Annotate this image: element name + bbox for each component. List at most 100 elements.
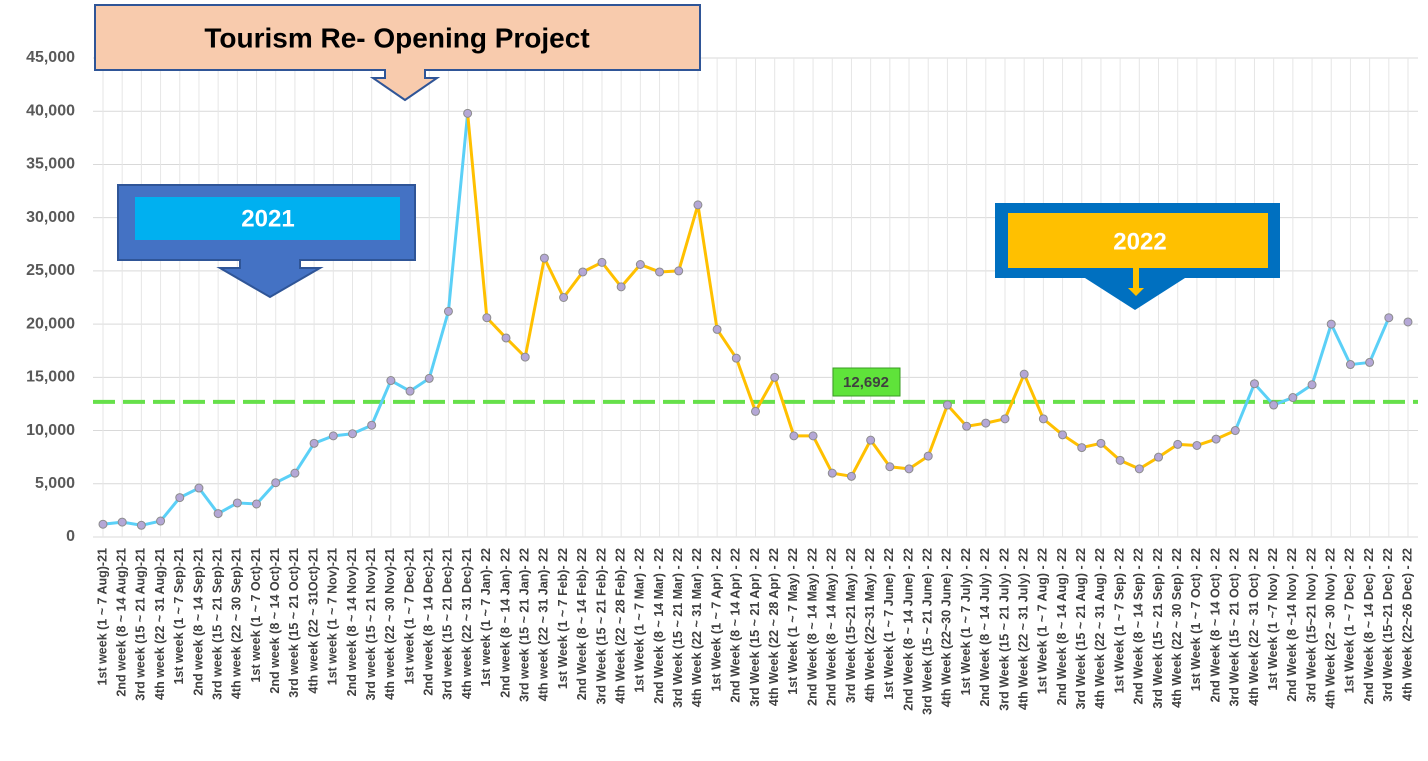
data-point xyxy=(309,438,319,448)
x-tick-label: 2nd week (8 ~ 14 Jan)- 22 xyxy=(498,548,512,698)
x-tick-label: 3rd Week (15 ~ 21 June) - 22 xyxy=(921,548,935,715)
x-tick-label: 1st Week (1 ~ 7 July) - 22 xyxy=(959,548,973,695)
line-segment xyxy=(159,496,182,523)
data-point xyxy=(463,108,473,118)
data-point xyxy=(194,483,204,493)
data-point xyxy=(443,306,453,316)
line-segment xyxy=(926,403,949,458)
data-point xyxy=(1000,414,1010,424)
data-point xyxy=(1345,360,1355,370)
x-tick-label: 2nd Week (8 ~ 14 Apr) - 22 xyxy=(729,548,743,703)
data-point xyxy=(1403,317,1413,327)
year-2022-callout: 2022 xyxy=(995,203,1280,310)
x-tick-label: 4th Week (22~31 May) - 22 xyxy=(863,548,877,702)
data-point xyxy=(520,352,530,362)
data-point xyxy=(271,478,281,488)
data-point xyxy=(808,431,818,441)
x-tick-label: 1st Week (1 ~ 7 Mar) - 22 xyxy=(633,548,647,693)
x-tick-label: 1st week (1 ~ 7 Sep)-21 xyxy=(172,548,186,685)
x-tick-label: 4th Week (22 ~ 31 July) - 22 xyxy=(1016,548,1030,710)
data-point xyxy=(635,260,645,270)
data-point xyxy=(1192,440,1202,450)
line-segment xyxy=(1368,316,1391,364)
y-tick-label: 0 xyxy=(66,528,75,545)
x-tick-label: 3rd Week (15 ~ 21 Oct) - 22 xyxy=(1228,548,1242,707)
data-point xyxy=(347,429,357,439)
x-tick-label: 3rd Week (15 ~ 21 Aug) - 22 xyxy=(1074,548,1088,710)
data-point xyxy=(156,516,166,526)
data-point xyxy=(424,373,434,383)
x-tick-label: 4th Week (22 ~ 30 Sep) - 22 xyxy=(1170,548,1184,708)
y-tick-label: 45,000 xyxy=(26,49,75,66)
data-point xyxy=(1307,380,1317,390)
data-point xyxy=(386,376,396,386)
line-segment xyxy=(446,111,470,313)
x-tick-label: 2nd Week (8 ~ 14 Sep) - 22 xyxy=(1132,548,1146,704)
line-segment xyxy=(677,203,700,273)
x-tick-label: 4th Week (22 ~ 31 Oct) - 22 xyxy=(1247,548,1261,706)
data-point xyxy=(1115,455,1125,465)
data-point xyxy=(1077,443,1087,453)
x-tick-label: 2nd Week (8 ~ 14 June) - 22 xyxy=(901,548,915,711)
average-label: 12,692 xyxy=(843,374,889,391)
data-point xyxy=(1326,319,1336,329)
data-point xyxy=(1211,434,1221,444)
data-point xyxy=(712,324,722,334)
x-tick-label: 3rd week (15 ~ 21 Aug)-21 xyxy=(134,548,148,701)
data-point xyxy=(290,468,300,478)
callout-arrow xyxy=(1128,268,1144,296)
data-point xyxy=(539,253,549,263)
line-segment xyxy=(1003,372,1026,421)
line-segment xyxy=(754,375,777,413)
data-point xyxy=(655,267,665,277)
data-point xyxy=(1154,452,1164,462)
x-tick-label: 4th Week (22~26 Dec) - 22 xyxy=(1400,548,1414,701)
y-tick-label: 35,000 xyxy=(26,156,75,173)
x-tick-label: 2nd Week (8 ~ 14 Aug) - 22 xyxy=(1055,548,1069,705)
x-tick-label: 1st week (1 ~ 7 Jan)- 22 xyxy=(479,548,493,687)
line-segment xyxy=(542,256,566,299)
x-tick-label: 2nd Week (8 ~ 14 Dec) - 22 xyxy=(1362,548,1376,704)
y-tick-label: 5,000 xyxy=(35,475,75,492)
x-tick-label: 3rd Week (15~21 Dec) - 22 xyxy=(1381,548,1395,702)
line-segment xyxy=(849,438,873,478)
line-segment xyxy=(869,438,892,469)
x-tick-label: 4th Week (22~30 June) - 22 xyxy=(940,548,954,707)
y-tick-label: 40,000 xyxy=(26,102,75,119)
data-point xyxy=(232,498,242,508)
data-point xyxy=(770,372,780,382)
line-segment xyxy=(734,356,757,413)
x-tick-label: 1st Week (1 ~ 7 Aug) - 22 xyxy=(1036,548,1050,694)
data-point xyxy=(942,400,952,410)
x-tick-label: 4th week (22 ~ 31Oct)-21 xyxy=(306,548,320,694)
line-segment xyxy=(504,336,527,359)
data-point xyxy=(616,282,626,292)
opening-callout: Tourism Re- Opening Project xyxy=(94,4,701,102)
line-segment xyxy=(696,203,719,331)
x-tick-label: 1st Week (1 ~ 7 June) - 22 xyxy=(882,548,896,700)
x-tick-label: 4th week (22 ~ 30 Nov)-21 xyxy=(383,548,397,700)
x-tick-label: 3rd Week (15 ~ 21 Apr) - 22 xyxy=(748,548,762,707)
x-tick-label: 2nd Week (8 ~ 14 May) - 22 xyxy=(825,548,839,706)
y-tick-label: 25,000 xyxy=(26,262,75,279)
x-tick-label: 1st Week (1 ~ 7 Apr) - 22 xyxy=(709,548,723,692)
callout-text: 2022 xyxy=(1113,228,1166,255)
x-tick-label: 2nd Week (8 ~ 14 July) - 22 xyxy=(978,548,992,707)
y-tick-label: 30,000 xyxy=(26,209,75,226)
line-segment xyxy=(466,111,489,320)
data-point xyxy=(328,431,338,441)
line-segment xyxy=(370,379,393,427)
data-point xyxy=(1365,357,1375,367)
data-point xyxy=(597,257,607,267)
data-point xyxy=(252,499,262,509)
x-tick-label: 3rd week (15 ~ 21 Oct)-21 xyxy=(287,548,301,698)
data-point xyxy=(482,313,492,323)
line-segment xyxy=(197,486,220,516)
year-2021-callout: 2021 xyxy=(117,184,416,299)
x-tick-label: 2nd Week (8 ~ 14 May) - 22 xyxy=(805,548,819,706)
x-tick-label: 3rd week (15 ~ 21 Nov)-21 xyxy=(364,548,378,701)
data-point xyxy=(962,421,972,431)
line-segment xyxy=(715,327,738,360)
x-tick-label: 2nd week (8 ~ 14 Oct)-21 xyxy=(268,548,282,694)
